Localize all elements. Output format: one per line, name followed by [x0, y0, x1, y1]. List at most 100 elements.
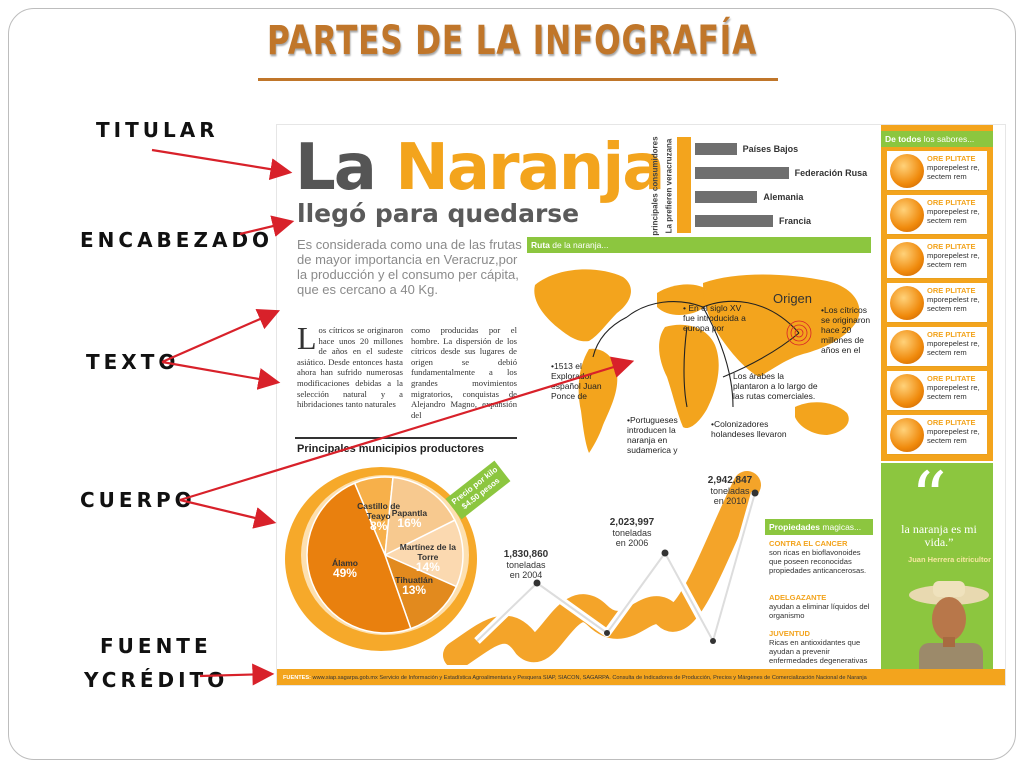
orange-fruit-icon [890, 374, 924, 408]
sabor-name: ORE PLITATE [927, 330, 976, 339]
pie-slice-percent: 13% [402, 582, 427, 597]
consumer-label: Federación Rusa [794, 168, 868, 178]
preferred-subtitle: principales consumidores [650, 136, 660, 236]
map-note-citricos: •Los cítricos se originaron hace 20 mill… [821, 305, 871, 355]
sabor-item: ORE PLITATE mporepelest re, sectem rem [887, 239, 987, 279]
infographic: La Naranja llegó para quedarse Es consid… [276, 124, 1006, 686]
production-label: 1,830,860 toneladas en 2004 [491, 549, 561, 581]
sabor-name: ORE PLITATE [927, 374, 976, 383]
pie-slice-percent: 14% [415, 560, 440, 574]
pie-slice-label: Tihuatlán 13% [382, 574, 446, 597]
consumer-bar [695, 215, 773, 227]
pie-slice-percent: 8% [369, 518, 388, 533]
map-note-siglo-xv: • En el siglo XV fue introducida a europ… [683, 303, 746, 333]
body-dropcap: L [297, 320, 317, 356]
sabor-name: ORE PLITATE [927, 286, 976, 295]
section-rule [295, 437, 517, 439]
pie-slice-name: Castillo de Teayo [357, 500, 401, 521]
infographic-intro: Es considerada como una de las frutas de… [297, 237, 522, 297]
production-value: 2,023,997 [609, 517, 655, 528]
production-unit: toneladas [506, 560, 546, 570]
map-note-arabes: Los árabes la plantaron a lo largo de la… [733, 371, 818, 401]
production-unit: toneladas [612, 528, 652, 538]
title-underline [258, 78, 778, 81]
sabor-name: ORE PLITATE [927, 154, 976, 163]
ruta-header: Ruta de la naranja... [527, 237, 871, 253]
sabores-column: De todos los sabores... ORE PLITATE mpore… [881, 125, 993, 461]
production-value: 2,942,847 [707, 475, 753, 486]
consumer-label: Países Bajos [742, 144, 799, 154]
pie-slice-name: Martínez de la Torre [399, 542, 456, 562]
label-titular: TITULAR [96, 118, 219, 142]
property-text: son ricas en bioflavonoides que poseen r… [769, 548, 867, 575]
sabor-name: ORE PLITATE [927, 198, 976, 207]
pie-slice-label: Papantla 16% [377, 507, 441, 530]
label-cuerpo: CUERPO [80, 488, 196, 512]
sabor-item: ORE PLITATE mporepelest re, sectem rem [887, 415, 987, 455]
consumer-label: Francia [779, 216, 812, 226]
property-item: CONTRA EL CANCER son ricas en bioflavonoi… [769, 539, 873, 575]
consumer-label: Alemania [763, 192, 804, 202]
map-origen: Origen [773, 291, 813, 306]
body-column-2: como producidas por el hombre. La disper… [411, 325, 517, 420]
consumer-bar [695, 143, 737, 155]
quote-text: la naranja es mi vida.” [901, 522, 977, 549]
quote-mark-icon: “ [911, 457, 947, 539]
pie-slice-label: Álamo 49% [313, 558, 377, 579]
label-encabezado: ENCABEZADO [80, 228, 274, 252]
pie-slice-label: Martínez de la Torre 14% [396, 542, 460, 574]
production-unit: toneladas [710, 486, 750, 496]
property-item: JUVENTUD Ricas en antioxidantes que ayuda… [769, 629, 873, 665]
label-texto: TEXTO [86, 350, 180, 374]
sabor-text: mporepelest re, sectem rem [927, 163, 980, 181]
property-item: ADELGAZANTE ayudan a eliminar líquidos de… [769, 593, 873, 620]
sabor-text: mporepelest re, sectem rem [927, 207, 980, 225]
quote-box: “ la naranja es mi vida.” Juan Herrera c… [881, 463, 993, 685]
sabor-text: mporepelest re, sectem rem [927, 295, 980, 313]
label-fuente: FUENTE [100, 634, 212, 658]
pie-slice-percent: 16% [397, 515, 422, 530]
pie-slice [383, 553, 458, 630]
production-label: 2,942,847 toneladas en 2010 [695, 475, 765, 507]
property-title: ADELGAZANTE [769, 593, 827, 602]
sabor-text: mporepelest re, sectem rem [927, 383, 980, 401]
map-note-explorador: •1513 el Explorador español Juan Ponce d… [551, 361, 602, 401]
sabor-item: ORE PLITATE mporepelest re, sectem rem [887, 283, 987, 323]
pie-slice-label: Castillo de Teayo 8% [347, 500, 411, 533]
pie-slice-name: Papantla [391, 507, 428, 518]
sabores-header: De todos los sabores... [881, 131, 993, 147]
slide-title: PARTES DE LA INFOGRAFÍA [266, 18, 758, 64]
production-year: en 2010 [713, 496, 747, 506]
pie-slice-name: Álamo [331, 558, 358, 569]
sabor-text: mporepelest re, sectem rem [927, 251, 980, 269]
consumer-bar [695, 191, 758, 203]
pie-slice [383, 519, 464, 588]
sabor-item: ORE PLITATE mporepelest re, sectem rem [887, 195, 987, 235]
orange-fruit-icon [890, 330, 924, 364]
property-text: ayudan a eliminar líquidos del organismo [769, 602, 870, 620]
label-credito: YCRÉDITO [84, 668, 229, 692]
sabor-text: mporepelest re, sectem rem [927, 339, 980, 357]
sabor-text: mporepelest re, sectem rem [927, 427, 980, 445]
preferred-accent-bar [677, 137, 691, 233]
property-title: JUVENTUD [769, 629, 810, 638]
pie-slice-name: Tihuatlán [395, 574, 433, 585]
orange-fruit-icon [890, 286, 924, 320]
headline-part-1: La [295, 131, 377, 205]
headline-part-2: Naranja [395, 131, 665, 205]
sabor-item: ORE PLITATE mporepelest re, sectem rem [887, 371, 987, 411]
producers-title: Principales municipios productores [297, 443, 485, 455]
sabor-item: ORE PLITATE mporepelest re, sectem rem [887, 151, 987, 191]
orange-fruit-icon [890, 418, 924, 452]
property-title: CONTRA EL CANCER [769, 539, 848, 548]
production-year: en 2004 [509, 570, 543, 580]
sources-strip: FUENTES: www.siap.sagarpa.gob.mx Servici… [277, 669, 1005, 685]
infographic-headline: La Naranja [295, 131, 665, 205]
sabor-name: ORE PLITATE [927, 242, 976, 251]
map-note-colonizadores: •Colonizadores holandeses llevaron [711, 419, 787, 439]
quote-author: Juan Herrera citricultor [908, 555, 991, 564]
properties-header: Propiedades magicas... [765, 519, 873, 535]
sabor-name: ORE PLITATE [927, 418, 976, 427]
infographic-subheadline: llegó para quedarse [297, 199, 580, 228]
